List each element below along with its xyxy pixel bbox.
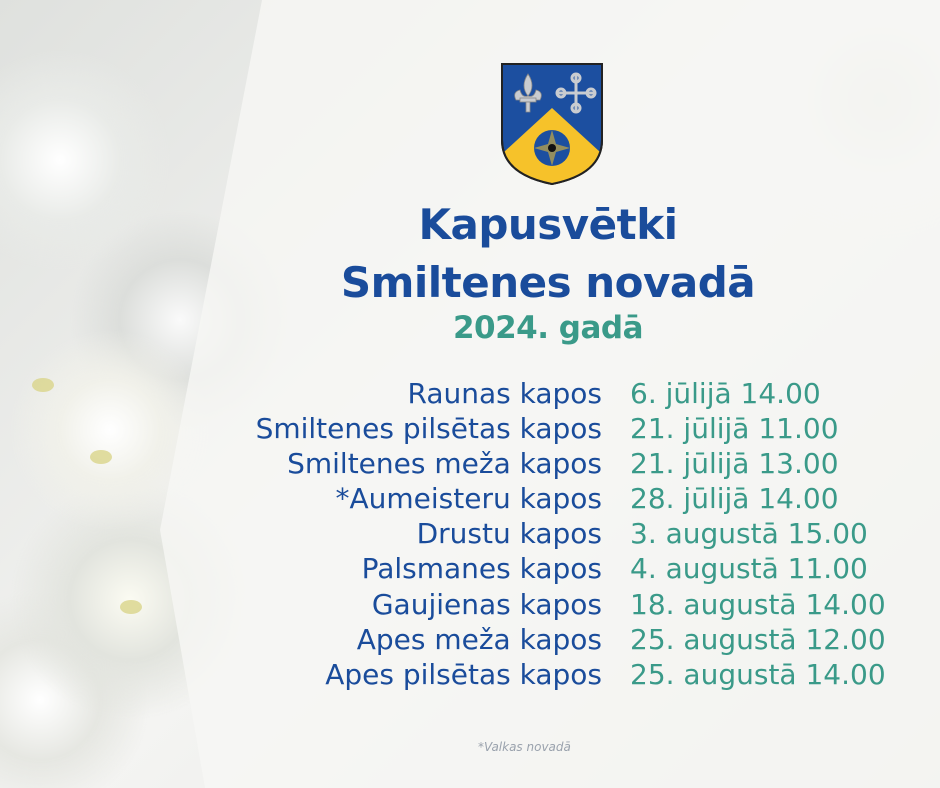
date-time: 4. augustā 11.00 <box>630 552 868 585</box>
schedule-row: Smiltenes meža kapos 21. jūlijā 13.00 <box>0 446 940 481</box>
place: Palsmanes kapos <box>361 552 602 585</box>
title-line-1: Kapusvētki <box>418 200 678 249</box>
place: Apes meža kapos <box>356 623 602 656</box>
schedule-row: *Aumeisteru kapos 28. jūlijā 14.00 <box>0 481 940 516</box>
place: Raunas kapos <box>407 377 602 410</box>
footnote: *Valkas novadā <box>478 740 571 754</box>
year-subtitle: 2024. gadā <box>452 310 644 346</box>
date-time: 3. augustā 15.00 <box>630 517 868 550</box>
place: Smiltenes meža kapos <box>287 447 602 480</box>
schedule-row: Smiltenes pilsētas kapos 21. jūlijā 11.00 <box>0 411 940 446</box>
title-line-2: Smiltenes novadā <box>340 258 756 307</box>
schedule-row: Raunas kapos 6. jūlijā 14.00 <box>0 376 940 411</box>
place: Smiltenes pilsētas kapos <box>255 412 602 445</box>
date-time: 21. jūlijā 11.00 <box>630 412 839 445</box>
schedule-row: Gaujienas kapos 18. augustā 14.00 <box>0 587 940 622</box>
date-time: 25. augustā 14.00 <box>630 658 886 691</box>
place: Drustu kapos <box>416 517 602 550</box>
place: Apes pilsētas kapos <box>325 658 602 691</box>
date-time: 25. augustā 12.00 <box>630 623 886 656</box>
place: *Aumeisteru kapos <box>335 482 602 515</box>
date-time: 21. jūlijā 13.00 <box>630 447 839 480</box>
date-time: 6. jūlijā 14.00 <box>630 377 821 410</box>
schedule-row: Apes meža kapos 25. augustā 12.00 <box>0 622 940 657</box>
schedule-row: Drustu kapos 3. augustā 15.00 <box>0 516 940 551</box>
date-time: 18. augustā 14.00 <box>630 588 886 621</box>
place: Gaujienas kapos <box>371 588 602 621</box>
date-time: 28. jūlijā 14.00 <box>630 482 839 515</box>
schedule-row: Palsmanes kapos 4. augustā 11.00 <box>0 551 940 586</box>
schedule-row: Apes pilsētas kapos 25. augustā 14.00 <box>0 657 940 692</box>
coat-of-arms-icon <box>501 63 603 186</box>
